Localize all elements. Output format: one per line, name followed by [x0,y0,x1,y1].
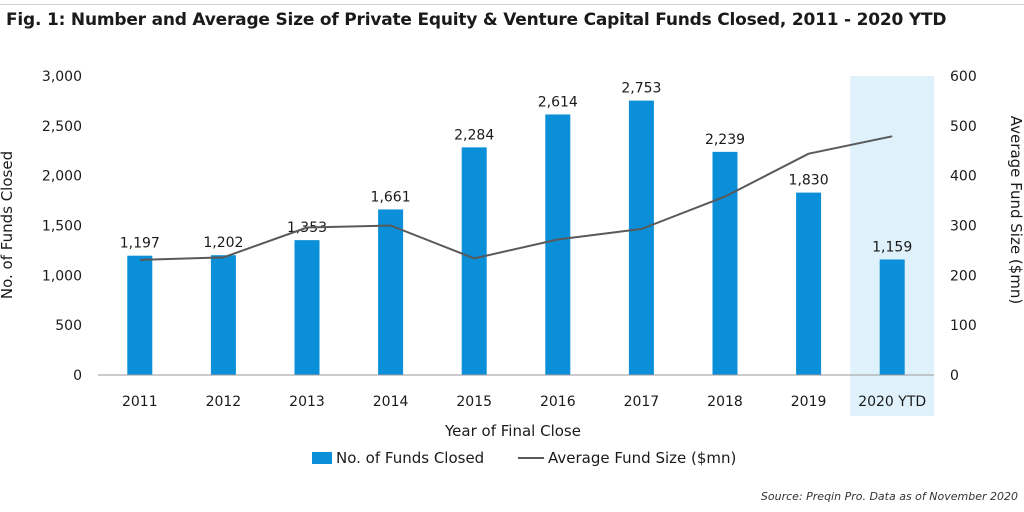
data-label: 2,284 [454,127,494,143]
top-rule [0,4,1024,5]
y-tick-right: 500 [950,119,977,135]
x-tick-label: 2011 [122,394,158,410]
data-label: 2,239 [705,132,745,148]
y-tick-left: 1,500 [42,219,82,235]
x-axis-title: Year of Final Close [444,422,581,440]
bar-2017 [628,100,654,375]
legend-item-bars: No. of Funds Closed [312,449,484,467]
x-tick-label: 2015 [456,394,492,410]
bar-2016 [545,114,571,375]
y-tick-left: 1,000 [42,268,82,284]
y-tick-left: 3,000 [42,69,82,85]
y-tick-right: 400 [950,169,977,185]
x-tick-label: 2020 YTD [858,394,926,410]
legend-bar-swatch [312,452,332,464]
x-tick-label: 2014 [373,394,409,410]
x-tick-label: 2018 [707,394,743,410]
bar-2012 [210,255,236,375]
bar-2013 [294,240,320,375]
source-note: Source: Preqin Pro. Data as of November … [760,490,1018,503]
y-tick-right: 0 [950,368,959,384]
bar-2014 [378,209,404,375]
bar-2015 [461,147,487,375]
y-tick-left: 2,500 [42,119,82,135]
legend-line-swatch [518,457,544,459]
x-tick-label: 2013 [289,394,325,410]
y-tick-right: 100 [950,318,977,334]
data-label: 1,202 [203,235,243,251]
data-label: 2,614 [538,94,578,110]
bar-2019 [796,192,822,375]
y-tick-left: 0 [73,368,82,384]
data-label: 1,830 [789,173,829,189]
data-label: 1,661 [371,189,411,205]
data-label: 1,159 [872,239,912,255]
data-label: 1,197 [120,236,160,252]
x-tick-label: 2012 [206,394,242,410]
figure-title: Fig. 1: Number and Average Size of Priva… [6,10,947,30]
x-tick-label: 2019 [791,394,827,410]
legend: No. of Funds Closed Average Fund Size ($… [0,449,1024,471]
bar-2018 [712,151,738,375]
avg-fund-size-line [139,135,893,261]
y-tick-left: 2,000 [42,169,82,185]
bar-2011 [127,255,153,375]
bar-2020-ytd [879,259,905,375]
x-tick-label: 2016 [540,394,576,410]
x-tick-label: 2017 [624,394,660,410]
legend-bar-label: No. of Funds Closed [336,449,485,467]
legend-item-line: Average Fund Size ($mn) [518,449,736,467]
y-tick-left: 500 [55,318,82,334]
y-tick-right: 200 [950,268,977,284]
y-tick-right: 600 [950,69,977,85]
y-axis-title-right: Average Fund Size ($mn) [1007,116,1024,304]
legend-line-label: Average Fund Size ($mn) [548,449,737,467]
y-axis-title-left: No. of Funds Closed [0,151,16,299]
data-label: 2,753 [621,81,661,97]
y-tick-right: 300 [950,219,977,235]
